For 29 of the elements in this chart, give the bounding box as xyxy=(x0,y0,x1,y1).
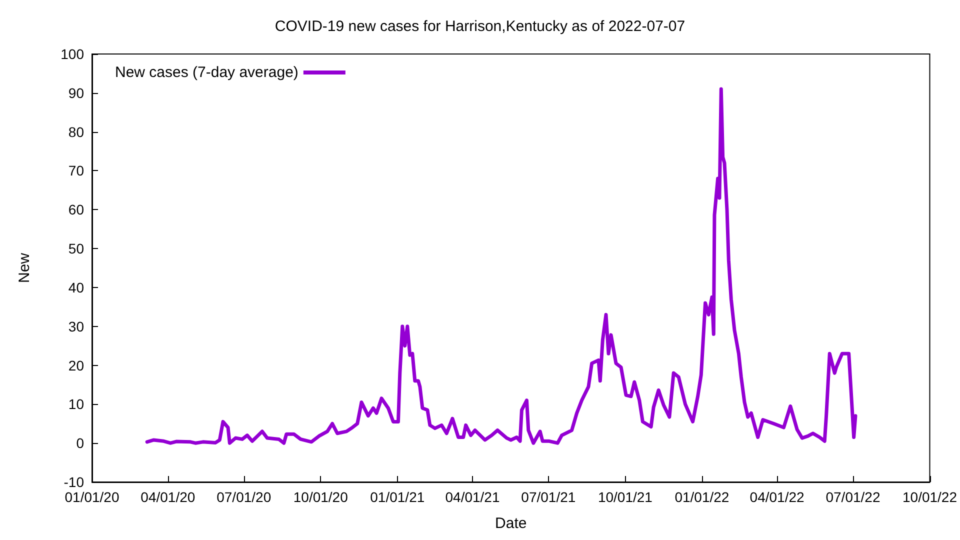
y-tick-label: 0 xyxy=(76,435,84,452)
x-tick-label: 01/01/22 xyxy=(674,489,730,505)
x-tick-label: 10/01/21 xyxy=(598,489,653,505)
y-tick-label: 30 xyxy=(68,318,84,334)
x-tick-label: 07/01/21 xyxy=(521,489,576,505)
x-tick-label: 07/01/22 xyxy=(826,489,880,505)
y-tick-label: 40 xyxy=(68,279,84,296)
y-tick-label: 90 xyxy=(68,84,84,101)
y-tick-label: 20 xyxy=(68,357,84,374)
y-axis-title: New xyxy=(16,252,33,284)
y-tick-label: 10 xyxy=(68,396,84,412)
y-tick-label: 70 xyxy=(68,162,84,179)
x-tick-label: 04/01/21 xyxy=(445,489,500,505)
x-tick-label: 01/01/21 xyxy=(370,489,425,505)
x-tick-label: 04/01/22 xyxy=(750,489,805,505)
x-tick-label: 07/01/20 xyxy=(216,489,272,505)
y-tick-label: -10 xyxy=(64,474,84,490)
x-tick-label: 10/01/20 xyxy=(293,489,348,505)
x-tick-label: 10/01/22 xyxy=(902,489,958,505)
chart-title: COVID-19 new cases for Harrison,Kentucky as of 2022-07-07 xyxy=(274,18,686,35)
line-series xyxy=(145,87,858,445)
y-tick-label: 50 xyxy=(68,240,84,257)
x-tick-label: 01/01/20 xyxy=(64,489,120,505)
y-tick-label: 100 xyxy=(60,46,84,62)
x-axis-title: Date xyxy=(495,515,527,532)
legend-label: New cases (7-day average) xyxy=(114,64,298,81)
x-tick-label: 04/01/20 xyxy=(140,489,196,505)
y-tick-label: 80 xyxy=(68,124,84,140)
y-tick-label: 60 xyxy=(68,202,84,218)
